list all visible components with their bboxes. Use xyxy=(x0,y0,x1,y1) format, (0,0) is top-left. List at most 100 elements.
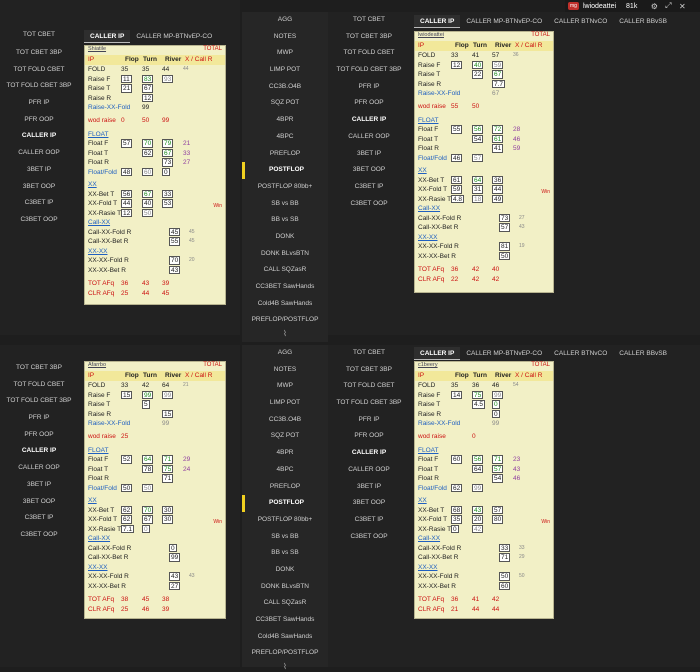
q4-nav-3bet-oop[interactable]: 3BET OOP xyxy=(352,499,386,507)
q1-nav-top-item[interactable]: TOT CBET xyxy=(23,31,55,38)
gear-icon[interactable]: ⚙ xyxy=(650,1,658,11)
q1-nav-pfr-ip[interactable]: PFR IP xyxy=(28,99,50,107)
player-name[interactable]: Shiatile xyxy=(88,46,107,52)
top-menu-donk-blvsbtn[interactable]: DONK BLvsBTN xyxy=(260,249,310,257)
player-name[interactable]: c1beery xyxy=(418,362,438,368)
q2-tab-caller-bbvsb[interactable]: CALLER BBvSB xyxy=(619,18,667,25)
q3-nav-pfr-oop[interactable]: PFR OOP xyxy=(24,430,54,438)
q4-nav-tot-fold-cbet-3bp[interactable]: TOT FOLD CBET 3BP xyxy=(336,399,402,407)
top-menu-cc3bet-sawhands[interactable]: CC3BET SawHands xyxy=(255,283,315,290)
q1-nav-tot-fold-cbet[interactable]: TOT FOLD CBET xyxy=(13,65,65,73)
q2-nav-c3bet-ip[interactable]: C3BET IP xyxy=(354,182,384,190)
q2-nav-pfr-oop[interactable]: PFR OOP xyxy=(354,99,384,107)
bottom-menu-donk-blvsbtn[interactable]: DONK BLvsBTN xyxy=(260,582,310,590)
q1-nav-3bet-oop[interactable]: 3BET OOP xyxy=(22,182,56,190)
bottom-chart-icon[interactable]: ⌇ xyxy=(283,662,287,672)
q2-nav-tot-fold-cbet-3bp[interactable]: TOT FOLD CBET 3BP xyxy=(336,66,402,74)
bottom-menu-preflop[interactable]: PREFLOP xyxy=(269,482,301,490)
q2-nav-c3bet-oop[interactable]: C3BET OOP xyxy=(350,199,388,207)
q4-nav-3bet-ip[interactable]: 3BET IP xyxy=(356,482,382,490)
q2-nav-tot-cbet-3bp[interactable]: TOT CBET 3BP xyxy=(346,32,392,40)
q1-nav-caller-ip[interactable]: CALLER IP xyxy=(21,132,57,140)
bottom-menu-call-sqzasr[interactable]: CALL SQZasR xyxy=(263,599,307,607)
q1-tab-caller-ip[interactable]: CALLER IP xyxy=(84,30,131,43)
top-menu-4bpr[interactable]: 4BPR xyxy=(276,116,294,124)
top-menu-limp-pot[interactable]: LIMP POT xyxy=(269,66,301,74)
bottom-menu-preflop-postflop[interactable]: PREFLOP/POSTFLOP xyxy=(251,649,319,657)
close-icon[interactable]: ✕ xyxy=(678,1,686,11)
q4-tab-caller-bbvsb[interactable]: CALLER BBvSB xyxy=(619,350,667,357)
top-menu-donk[interactable]: DONK xyxy=(275,232,295,240)
q2-nav-3bet-oop[interactable]: 3BET OOP xyxy=(352,166,386,174)
top-menu-preflop-postflop[interactable]: PREFLOP/POSTFLOP xyxy=(251,316,319,324)
top-menu-sb-vs-bb[interactable]: SB vs BB xyxy=(271,199,299,207)
player-name[interactable]: Afarrbo xyxy=(88,362,107,368)
top-menu-cc3b-o4b[interactable]: CC3B.O4B xyxy=(268,82,302,90)
bottom-menu-cold4b-sawhands[interactable]: Cold4B SawHands xyxy=(257,632,313,640)
q2-tab-caller-btnvco[interactable]: CALLER BTNvCO xyxy=(554,18,608,25)
bottom-menu-limp-pot[interactable]: LIMP POT xyxy=(269,399,301,407)
top-menu-cold4b-sawhands[interactable]: Cold4B SawHands xyxy=(257,299,313,307)
q2-nav-tot-cbet[interactable]: TOT CBET xyxy=(353,16,385,23)
q4-nav-caller-oop[interactable]: CALLER OOP xyxy=(348,465,390,473)
q2-tab-caller-ip[interactable]: CALLER IP xyxy=(414,15,461,28)
q3-nav-c3bet-ip[interactable]: C3BET IP xyxy=(24,514,54,522)
q4-tab-caller-btnvco[interactable]: CALLER BTNvCO xyxy=(554,350,608,357)
bottom-menu-4bpc[interactable]: 4BPC xyxy=(276,465,294,473)
q1-nav-3bet-ip[interactable]: 3BET IP xyxy=(26,165,52,173)
top-chart-icon[interactable]: ⌇ xyxy=(283,329,287,339)
top-menu-agg[interactable]: AGG xyxy=(277,16,293,23)
q1-nav-caller-oop[interactable]: CALLER OOP xyxy=(18,149,60,157)
top-menu-4bpc[interactable]: 4BPC xyxy=(276,132,294,140)
q3-nav-caller-ip[interactable]: CALLER IP xyxy=(21,447,57,455)
q4-tab-caller-mp-btnvep-co[interactable]: CALLER MP-BTNvEP-CO xyxy=(466,350,543,357)
top-menu-postflop[interactable]: POSTFLOP xyxy=(242,162,328,179)
bottom-menu-cc3b-o4b[interactable]: CC3B.O4B xyxy=(268,415,302,423)
q4-nav-c3bet-ip[interactable]: C3BET IP xyxy=(354,515,384,523)
q4-nav-pfr-oop[interactable]: PFR OOP xyxy=(354,432,384,440)
bottom-menu-cc3bet-sawhands[interactable]: CC3BET SawHands xyxy=(255,616,315,623)
q4-nav-caller-ip[interactable]: CALLER IP xyxy=(351,449,387,457)
q1-nav-pfr-oop[interactable]: PFR OOP xyxy=(24,115,54,123)
q2-nav-pfr-ip[interactable]: PFR IP xyxy=(358,82,380,90)
q4-tab-caller-ip[interactable]: CALLER IP xyxy=(414,347,461,360)
q4-nav-tot-fold-cbet[interactable]: TOT FOLD CBET xyxy=(343,382,395,390)
bottom-menu-sb-vs-bb[interactable]: SB vs BB xyxy=(271,532,299,540)
q3-nav-caller-oop[interactable]: CALLER OOP xyxy=(18,464,60,472)
bottom-menu-bb-vs-sb[interactable]: BB vs SB xyxy=(271,549,299,557)
q3-nav-pfr-ip[interactable]: PFR IP xyxy=(28,414,50,422)
q4-nav-c3bet-oop[interactable]: C3BET OOP xyxy=(350,532,388,540)
q4-nav-tot-cbet[interactable]: TOT CBET xyxy=(353,349,385,356)
player-name[interactable]: lwiodeattei xyxy=(418,32,444,38)
q1-tab-caller-mp-btnvep-co[interactable]: CALLER MP-BTNvEP-CO xyxy=(136,33,213,40)
q4-nav-tot-cbet-3bp[interactable]: TOT CBET 3BP xyxy=(346,365,392,373)
q2-nav-tot-fold-cbet[interactable]: TOT FOLD CBET xyxy=(343,49,395,57)
q3-nav-tot-fold-cbet[interactable]: TOT FOLD CBET xyxy=(13,380,65,388)
top-menu-preflop[interactable]: PREFLOP xyxy=(269,149,301,157)
q2-tab-caller-mp-btnvep-co[interactable]: CALLER MP-BTNvEP-CO xyxy=(466,18,543,25)
bottom-menu-notes[interactable]: NOTES xyxy=(273,365,297,373)
top-menu-sqz-pot[interactable]: SQZ POT xyxy=(270,99,300,107)
q1-nav-tot-cbet-3bp[interactable]: TOT CBET 3BP xyxy=(16,49,62,56)
q3-nav-3bet-ip[interactable]: 3BET IP xyxy=(26,480,52,488)
top-menu-notes[interactable]: NOTES xyxy=(273,32,297,40)
q1-nav-tot-fold-cbet-3bp[interactable]: TOT FOLD CBET 3BP xyxy=(6,82,72,90)
top-menu-mwp[interactable]: MWP xyxy=(277,49,293,57)
top-menu-call-sqzasr[interactable]: CALL SQZasR xyxy=(263,266,307,274)
bottom-menu-mwp[interactable]: MWP xyxy=(277,382,293,390)
q4-nav-pfr-ip[interactable]: PFR IP xyxy=(358,415,380,423)
q3-nav-3bet-oop[interactable]: 3BET OOP xyxy=(22,497,56,505)
bottom-menu-donk[interactable]: DONK xyxy=(275,565,295,573)
q2-nav-3bet-ip[interactable]: 3BET IP xyxy=(356,149,382,157)
top-menu-postflop-80bb[interactable]: POSTFLOP 80bb+ xyxy=(257,182,313,190)
q1-nav-c3bet-oop[interactable]: C3BET OOP xyxy=(20,215,58,223)
q3-nav-tot-cbet-3bp[interactable]: TOT CBET 3BP xyxy=(16,364,62,371)
q1-nav-c3bet-ip[interactable]: C3BET IP xyxy=(24,199,54,207)
bottom-menu-4bpr[interactable]: 4BPR xyxy=(276,449,294,457)
top-menu-bb-vs-sb[interactable]: BB vs SB xyxy=(271,216,299,224)
q3-nav-tot-fold-cbet-3bp[interactable]: TOT FOLD CBET 3BP xyxy=(6,397,72,405)
bottom-menu-sqz-pot[interactable]: SQZ POT xyxy=(270,432,300,440)
pin-icon[interactable]: ⤢ xyxy=(665,1,672,10)
bottom-menu-postflop[interactable]: POSTFLOP xyxy=(242,495,328,512)
q2-nav-caller-ip[interactable]: CALLER IP xyxy=(351,116,387,124)
